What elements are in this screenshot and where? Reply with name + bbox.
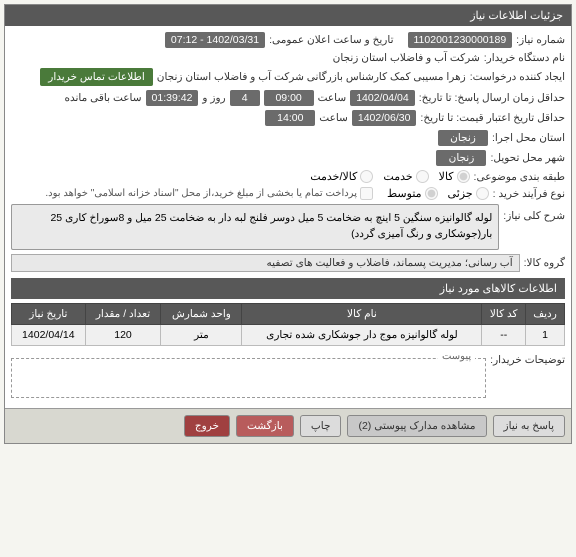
table-col-header: تاریخ نیاز <box>12 303 86 324</box>
countdown: 01:39:42 <box>146 90 199 106</box>
table-cell: 1402/04/14 <box>12 324 86 345</box>
deliver-place-value: زنجان <box>436 150 486 166</box>
print-button[interactable]: چاپ <box>300 415 342 437</box>
group-label: گروه کالا: <box>524 257 565 269</box>
table-cell: 120 <box>85 324 161 345</box>
respond-button[interactable]: پاسخ به نیاز <box>493 415 565 437</box>
row-expire: حداقل تاریخ اعتبار قیمت: تا تاریخ: 1402/… <box>11 110 565 126</box>
attach-label: پیوست <box>438 351 475 362</box>
cat-gs-label: کالا/خدمت <box>310 170 357 183</box>
expire-time: 14:00 <box>265 110 315 126</box>
row-buyer-notes: توضیحات خریدار: پیوست <box>11 354 565 398</box>
row-creator: ایجاد کننده درخواست: زهرا مسیبی کمک کارش… <box>11 68 565 86</box>
row-group: گروه کالا: آب رسانی؛ مدیریت پسماند، فاضل… <box>11 254 565 272</box>
exec-place-label: استان محل اجرا: <box>492 132 565 144</box>
deliver-place-label: شهر محل تحویل: <box>490 152 565 164</box>
min-send-time: 09:00 <box>264 90 314 106</box>
attachments-button[interactable]: مشاهده مدارک پیوستی (2) <box>347 415 486 437</box>
category-label: طبقه بندی موضوعی: <box>474 171 565 183</box>
days-value: 4 <box>230 90 260 106</box>
cat-goods-radio[interactable]: کالا <box>439 170 470 183</box>
table-body: 1--لوله گالوانیزه موج دار جوشکاری شده تج… <box>12 324 565 345</box>
buyer-org-value: شرکت آب و فاضلاب استان زنجان <box>333 52 480 64</box>
table-col-header: نام کالا <box>242 303 482 324</box>
row-category: طبقه بندی موضوعی: کالا خدمت کالا/خدمت <box>11 170 565 183</box>
group-value: آب رسانی؛ مدیریت پسماند، فاضلاب و فعالیت… <box>11 254 520 272</box>
buyer-notes-label: توضیحات خریدار: <box>490 354 565 366</box>
payment-note: پرداخت تمام یا بخشی از مبلغ خرید،از محل … <box>45 188 357 199</box>
table-col-header: ردیف <box>526 303 565 324</box>
need-number-label: شماره نیاز: <box>516 34 565 46</box>
row-min-send: حداقل زمان ارسال پاسخ: تا تاریخ: 1402/04… <box>11 90 565 106</box>
days-label: روز و <box>202 92 225 104</box>
table-cell: 1 <box>526 324 565 345</box>
creator-label: ایجاد کننده درخواست: <box>470 71 565 83</box>
desc-text: لوله گالوانیزه سنگین 5 اینچ به ضخامت 5 م… <box>11 204 499 250</box>
cat-service-radio[interactable]: خدمت <box>383 170 428 183</box>
buy-medium-label: متوسط <box>387 187 422 200</box>
creator-value: زهرا مسیبی کمک کارشناس بازرگانی شرکت آب … <box>157 71 466 83</box>
buyer-org-label: نام دستگاه خریدار: <box>484 52 565 64</box>
table-cell: -- <box>482 324 526 345</box>
back-button[interactable]: بازگشت <box>236 415 294 437</box>
time-label-1: ساعت <box>318 92 347 104</box>
buy-medium-radio[interactable]: متوسط <box>387 187 438 200</box>
expire-date: 1402/06/30 <box>352 110 417 126</box>
buy-type-label: نوع فرآیند خرید : <box>493 188 565 200</box>
contact-button[interactable]: اطلاعات تماس خریدار <box>40 68 152 86</box>
row-deliver-place: شهر محل تحویل: زنجان <box>11 150 565 166</box>
table-col-header: کد کالا <box>482 303 526 324</box>
exec-place-value: زنجان <box>438 130 488 146</box>
table-col-header: تعداد / مقدار <box>85 303 161 324</box>
category-radios: کالا خدمت کالا/خدمت <box>310 170 469 183</box>
table-cell: متر <box>161 324 242 345</box>
need-number-value: 1102001230000189 <box>408 32 513 48</box>
exit-button[interactable]: خروج <box>184 415 230 437</box>
buy-type-radios: جزئی متوسط <box>387 187 489 200</box>
panel-title: جزئیات اطلاعات نیاز <box>5 5 571 26</box>
row-buyer-org: نام دستگاه خریدار: شرکت آب و فاضلاب استا… <box>11 52 565 64</box>
row-exec-place: استان محل اجرا: زنجان <box>11 130 565 146</box>
cat-goods-label: کالا <box>439 170 454 183</box>
payment-check[interactable]: پرداخت تمام یا بخشی از مبلغ خرید،از محل … <box>45 187 373 200</box>
desc-label: شرح کلی نیاز: <box>503 204 565 222</box>
table-row[interactable]: 1--لوله گالوانیزه موج دار جوشکاری شده تج… <box>12 324 565 345</box>
buy-partial-radio[interactable]: جزئی <box>448 187 489 200</box>
row-buy-type: نوع فرآیند خرید : جزئی متوسط پرداخت تمام… <box>11 187 565 200</box>
main-panel: جزئیات اطلاعات نیاز شماره نیاز: 11020012… <box>4 4 572 444</box>
footer-bar: پاسخ به نیاز مشاهده مدارک پیوستی (2) چاپ… <box>5 408 571 443</box>
panel-body: شماره نیاز: 1102001230000189 تاریخ و ساع… <box>5 26 571 408</box>
items-table: ردیفکد کالانام کالاواحد شمارشتعداد / مقد… <box>11 303 565 346</box>
buy-partial-label: جزئی <box>448 187 473 200</box>
items-header: اطلاعات کالاهای مورد نیاز <box>11 278 565 299</box>
time-label-2: ساعت <box>319 112 348 124</box>
attach-area: پیوست <box>11 358 486 398</box>
remaining-label: ساعت باقی مانده <box>64 92 141 104</box>
announce-label: تاریخ و ساعت اعلان عمومی: <box>269 34 393 46</box>
cat-gs-radio[interactable]: کالا/خدمت <box>310 170 373 183</box>
expire-label: حداقل تاریخ اعتبار قیمت: تا تاریخ: <box>420 112 565 124</box>
announce-value: 1402/03/31 - 07:12 <box>165 32 265 48</box>
cat-service-label: خدمت <box>383 170 412 183</box>
table-cell: لوله گالوانیزه موج دار جوشکاری شده تجاری <box>242 324 482 345</box>
row-desc: شرح کلی نیاز: لوله گالوانیزه سنگین 5 این… <box>11 204 565 250</box>
table-col-header: واحد شمارش <box>161 303 242 324</box>
min-send-date: 1402/04/04 <box>350 90 415 106</box>
row-need-number: شماره نیاز: 1102001230000189 تاریخ و ساع… <box>11 32 565 48</box>
table-head-row: ردیفکد کالانام کالاواحد شمارشتعداد / مقد… <box>12 303 565 324</box>
min-send-label: حداقل زمان ارسال پاسخ: تا تاریخ: <box>419 92 565 104</box>
